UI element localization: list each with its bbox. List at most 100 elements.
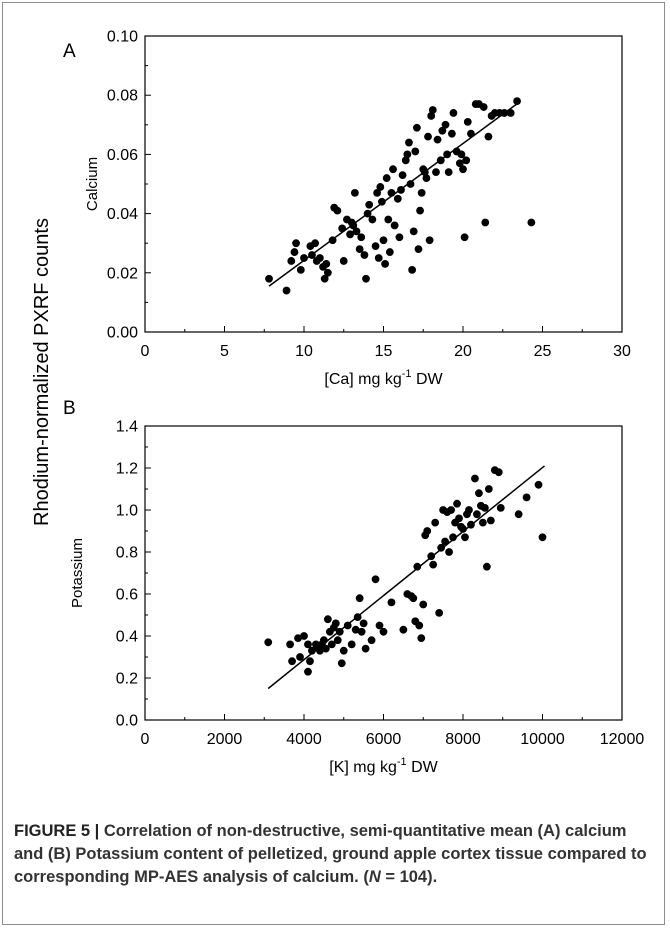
data-point [379,627,388,636]
x-tick-label: 8000 [445,731,481,748]
x-axis-label: [K] mg kg-1 DW [329,756,438,776]
data-point [304,640,312,649]
y-tick-label: 0.4 [116,629,138,646]
data-point [292,239,300,248]
data-point [350,188,359,197]
data-point [374,254,383,262]
data-point [346,230,355,239]
x-tick-label: 4000 [286,731,322,748]
y-tick-label: 1.2 [116,461,138,478]
data-point [382,174,391,182]
data-point [390,221,399,230]
data-point [479,103,488,111]
data-point [427,112,436,120]
data-point [287,257,296,265]
data-point [395,233,404,242]
data-point [399,625,408,634]
data-point [300,254,308,262]
data-point [432,168,440,177]
data-point [264,638,273,647]
data-point [323,268,332,277]
data-point [353,613,362,621]
panel-letter: A [63,41,76,62]
data-point [436,156,445,165]
x-axis-label-unit: DW [412,371,444,388]
data-point [265,274,273,283]
data-point [435,609,444,617]
data-point [359,619,368,628]
data-point [514,510,523,519]
y-tick-label: 0.0 [116,713,138,730]
data-point [414,245,423,254]
data-point [449,109,458,117]
x-tick-label: 10000 [520,731,565,748]
data-point [339,257,348,265]
data-point [471,474,479,483]
data-point [412,123,421,132]
data-point [467,520,475,529]
data-point [419,600,428,609]
x-tick-label: 25 [534,343,552,360]
data-point [333,636,342,645]
data-point [461,533,469,542]
data-point [467,129,475,138]
data-point [465,506,473,514]
data-point [409,227,418,236]
data-point [389,165,397,174]
data-point [413,562,422,571]
data-point [459,525,467,533]
data-point [416,206,424,215]
data-point [296,653,304,661]
data-point [373,188,382,197]
data-point [306,657,314,666]
data-point [294,634,302,642]
data-point [424,132,432,141]
data-point [486,516,495,525]
x-tick-label: 20 [454,343,472,360]
data-point [316,254,324,262]
x-tick-label: 6000 [366,731,402,748]
data-point [462,156,471,165]
data-point [296,265,305,274]
data-point [437,543,446,552]
x-axis-label: [Ca] mg kg-1 DW [324,368,443,388]
x-tick-label: 30 [613,343,631,360]
data-point [478,518,487,527]
x-tick-label: 15 [375,343,393,360]
panel-letter: B [63,398,76,419]
data-point [425,236,434,245]
data-point [447,506,455,514]
data-point [351,625,360,634]
x-tick-label: 12000 [600,731,645,748]
data-point [455,514,463,523]
data-point [411,147,420,156]
data-point [408,265,417,274]
data-point [367,636,376,645]
caption-text-end: = 104). [380,868,438,886]
x-axis-label-sup: -1 [402,368,412,380]
data-point [417,188,426,197]
y-tick-label: 0.00 [107,325,138,342]
data-point [457,150,466,159]
y-tick-label: 1.4 [116,419,138,436]
data-point [286,640,294,649]
data-point [423,527,432,535]
x-axis-label-text: [K] mg kg [329,759,397,776]
data-point [320,274,329,283]
data-point [397,186,405,194]
data-point [538,533,547,542]
trend-line [267,465,545,690]
data-point [441,120,450,129]
data-point [387,188,396,197]
x-axis-label-sup: -1 [397,756,407,768]
data-point [496,504,505,512]
x-tick-label: 5 [220,343,229,360]
data-point [405,138,413,147]
data-point [378,197,386,206]
y-tick-label: 1.0 [116,503,138,520]
data-point [379,236,388,245]
caption-text: Correlation of non-destructive, semi-qua… [14,822,647,886]
data-point [453,499,461,508]
data-point [319,636,328,645]
data-point [290,248,299,256]
